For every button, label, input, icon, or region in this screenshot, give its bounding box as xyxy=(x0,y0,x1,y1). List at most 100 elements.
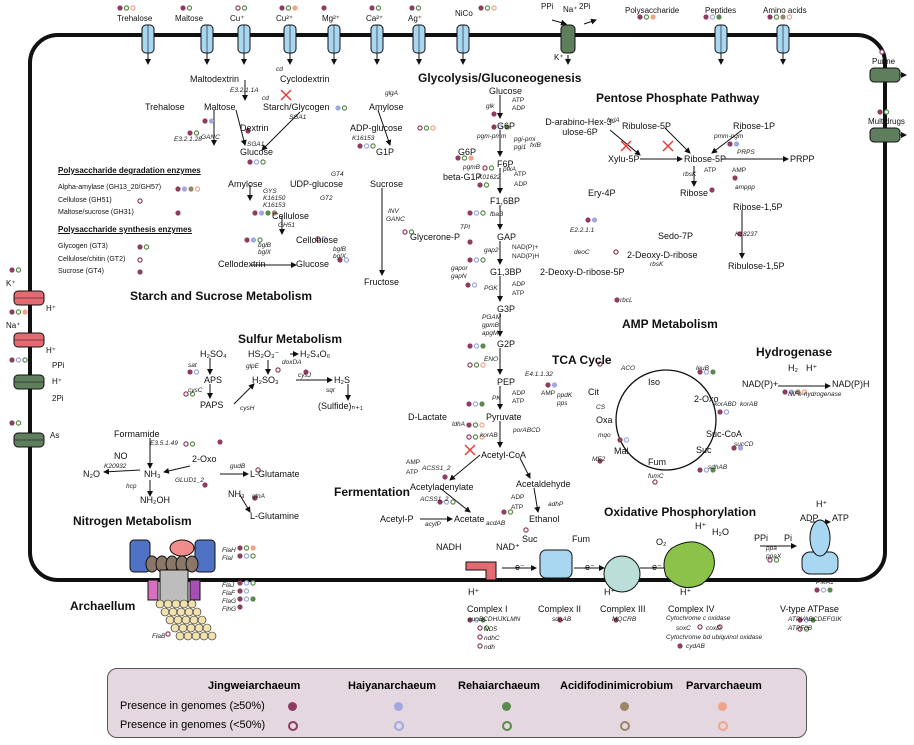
tr-label-cu2: Cu²⁺ xyxy=(276,14,294,23)
enz-me2: ME2 xyxy=(592,456,606,463)
flagellin xyxy=(186,623,196,633)
tr-label-trehalose: Trehalose xyxy=(117,14,153,23)
enz-fxlb: fxlB xyxy=(530,142,541,149)
enz-ldha: ldhA xyxy=(452,421,466,428)
presence-row-0-dot xyxy=(202,118,208,124)
presence-row-97-ring xyxy=(15,357,22,363)
presence-row-96-dot xyxy=(9,309,15,315)
met-suc: Suc xyxy=(696,445,712,455)
presence-row-66-dot xyxy=(237,596,243,602)
legend-header-parvarchaeum: Parvarchaeum xyxy=(686,680,762,692)
gene-v-1: ATPVABCDEFGIK xyxy=(788,616,842,623)
legend-dot-jingwei xyxy=(288,702,297,711)
legend-ring-haiyan xyxy=(394,721,404,731)
gly-nadp: NAD(P)+ xyxy=(512,244,539,251)
met-iso: Iso xyxy=(648,377,661,387)
presence-row-1-dot xyxy=(187,130,193,136)
met-deoxyribose: 2-Deoxy-D-ribose xyxy=(627,250,698,260)
flagellin xyxy=(163,599,173,609)
gene-c4-3: coxD xyxy=(706,625,721,632)
presence-row-49-dot xyxy=(733,141,740,147)
nitrogen-arrow xyxy=(103,468,141,475)
gly-nadph: NAD(P)H xyxy=(512,253,540,260)
presence-row-5-ring xyxy=(363,143,370,149)
presence-row-61-ring xyxy=(183,391,189,397)
met-deoxyribose-5p: 2-Deoxy-D-ribose-5P xyxy=(540,267,625,277)
enz-prps: PRPS xyxy=(737,149,755,156)
legend-ring-acidifo xyxy=(620,721,630,731)
presence-row-60-dot xyxy=(187,369,193,375)
enz-pgm: pgm-pmm xyxy=(477,133,507,140)
presence-row-2-dot xyxy=(245,128,251,134)
enz-fbab: fbaB xyxy=(490,211,504,218)
flagellin xyxy=(168,607,178,617)
transporter-top-3 xyxy=(283,24,297,54)
enz-eno: ENO xyxy=(484,356,499,363)
met-hplus: H⁺ xyxy=(806,363,818,373)
v-atpase-head xyxy=(809,519,831,557)
presence-row-38-dot xyxy=(710,369,716,375)
enz-glk: glk xyxy=(486,103,495,110)
presence-row-28-ring xyxy=(480,362,486,368)
presence-row-66-dot xyxy=(250,596,256,602)
enz-pgi: pgi-pmi xyxy=(514,136,536,143)
met-mal: Mal xyxy=(614,446,629,456)
presence-row-13-dot xyxy=(258,210,265,216)
presence-row-20-dot xyxy=(455,155,461,161)
presence-row-86-dot xyxy=(321,5,327,11)
presence-row-57-dot xyxy=(217,439,223,445)
presence-row-16-ring xyxy=(315,236,321,242)
met-ox-suc: Suc xyxy=(522,534,538,544)
met-sedo-7p: Sedo-7P xyxy=(658,231,694,241)
presence-row-38-ring xyxy=(703,369,710,375)
met-acetate: Acetate xyxy=(454,514,485,524)
presence-row-63-dot xyxy=(237,553,243,559)
enz-sat: sat xyxy=(188,362,197,369)
met-hplus-c4: H⁺ xyxy=(695,521,707,531)
flagellin xyxy=(199,631,209,641)
presence-row-74-dot xyxy=(613,617,619,623)
presence-row-22-dot xyxy=(477,182,483,188)
presence-row-65-dot xyxy=(237,588,243,594)
enz-sdhab: sdhAB xyxy=(708,464,728,471)
presence-row-11-ring xyxy=(137,257,143,263)
enz-rbsk2: rbsK xyxy=(650,261,664,268)
enz-deoc: deoC xyxy=(574,249,590,256)
presence-row-49-dot xyxy=(727,141,733,147)
presence-row-98-ring xyxy=(15,420,22,426)
presence-row-19-dot xyxy=(504,124,510,130)
starch-arrow xyxy=(377,109,392,146)
flagellin xyxy=(179,599,189,609)
transporter-top-4 xyxy=(327,24,341,54)
presence-row-54-dot xyxy=(252,495,258,501)
gly-adp3: ADP xyxy=(512,281,526,288)
presence-row-95-dot xyxy=(9,267,15,273)
presence-row-88-dot xyxy=(409,5,415,11)
met-g2p: G2P xyxy=(497,339,516,349)
presence-row-34-ring xyxy=(450,499,456,505)
enz-nife: NiFe-hydrogenase xyxy=(788,391,842,398)
presence-row-89-dot xyxy=(478,5,484,11)
flaF-subunit xyxy=(147,579,159,601)
legend-dot-parv xyxy=(718,702,727,711)
enz-glna: glnA xyxy=(252,493,266,500)
enz-korab: korAB xyxy=(480,432,498,439)
met-h2so4: H₂SO₄ xyxy=(200,349,227,359)
presence-row-84-ring xyxy=(241,5,248,11)
presence-row-81-ring xyxy=(767,557,773,563)
enz-korab-tca: korAB xyxy=(740,401,758,408)
absent-step-cross xyxy=(662,140,674,152)
enz-k16153b: K16153 xyxy=(263,202,286,209)
presence-row-21-ring xyxy=(488,165,495,171)
met-h2so3: H₂SO₃ xyxy=(252,375,279,385)
enz-pmm: pmm-pgm xyxy=(714,133,744,140)
presence-row-7-dot xyxy=(181,186,188,192)
tr-label-left-ppi: PPi xyxy=(52,361,65,370)
enz-pps: pps xyxy=(557,400,568,407)
met-sulfide: (Sulfide)ₙ₊₁ xyxy=(318,401,363,411)
presence-row-30-dot xyxy=(466,401,472,407)
enz-e32128: E3.2.1.28 xyxy=(174,136,202,143)
met-prpp: PRPP xyxy=(790,154,815,164)
presence-row-71-ring xyxy=(477,634,483,640)
presence-row-89-ring xyxy=(491,5,497,11)
